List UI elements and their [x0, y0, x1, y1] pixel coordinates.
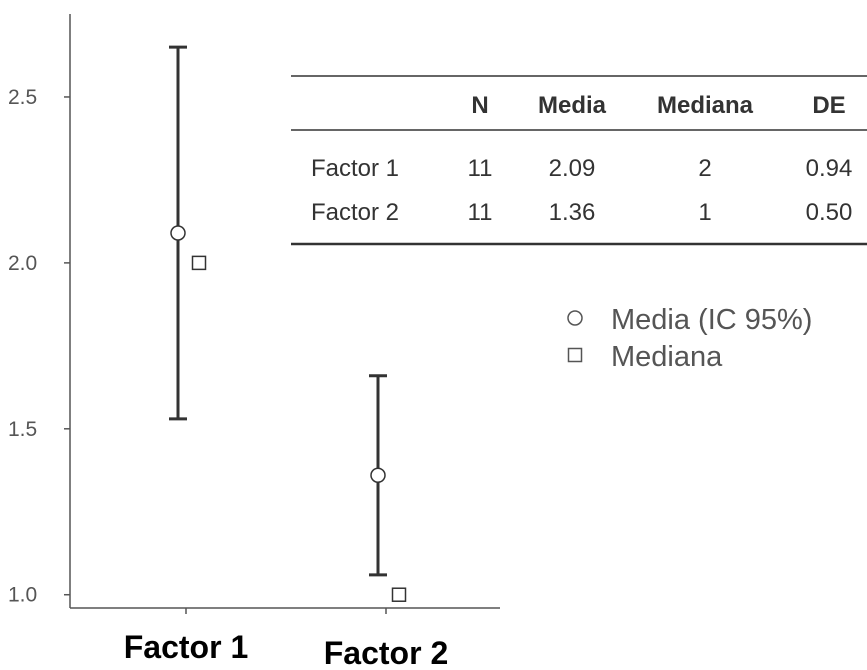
legend-median-label: Mediana	[611, 341, 723, 373]
legend: Media (IC 95%) Mediana	[568, 304, 812, 373]
y-tick-label: 2.0	[8, 252, 37, 275]
median-point	[393, 588, 406, 601]
mean-point	[371, 468, 385, 482]
summary-table: N Media Mediana DE Factor 1 11 2.09 2 0.94 Factor…	[291, 76, 867, 244]
table-header-cell: Mediana	[657, 92, 754, 119]
x-tick-label: Factor 1	[124, 629, 248, 665]
y-tick-label: 1.0	[8, 584, 37, 607]
legend-mean-symbol	[568, 311, 582, 325]
table-header-cell: N	[471, 92, 488, 119]
mean-point	[171, 226, 185, 240]
table-cell: 2	[698, 155, 711, 182]
table-header-cell: DE	[812, 92, 845, 119]
y-tick-label: 1.5	[8, 418, 37, 441]
table-cell: 2.09	[549, 155, 596, 182]
legend-median-symbol	[569, 349, 582, 362]
table-cell: 1	[698, 199, 711, 226]
table-cell: 11	[468, 199, 493, 226]
table-cell: Factor 2	[311, 199, 399, 226]
y-tick-label: 2.5	[8, 86, 37, 109]
legend-mean-label: Media (IC 95%)	[611, 304, 812, 336]
table-cell: 0.50	[806, 199, 853, 226]
x-tick-label: Factor 2	[324, 635, 448, 670]
median-point	[193, 256, 206, 269]
table-header-cell: Media	[538, 92, 607, 119]
table-cell: Factor 1	[311, 155, 399, 182]
table-cell: 0.94	[806, 155, 853, 182]
axes: 1.0 1.5 2.0 2.5 Factor 1 Factor 2	[8, 14, 500, 670]
table-cell: 1.36	[549, 199, 596, 226]
table-cell: 11	[468, 155, 493, 182]
